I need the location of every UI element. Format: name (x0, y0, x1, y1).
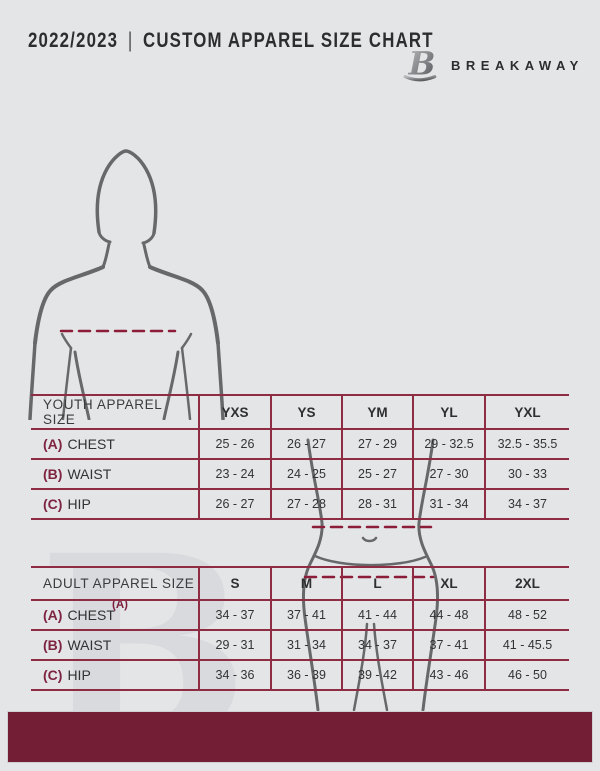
table-cell: 27 - 30 (412, 459, 485, 489)
table-cell: 29 - 31 (198, 630, 271, 660)
column-header: M (270, 567, 342, 600)
column-header: XL (412, 567, 485, 600)
table-row: (B) WAIST 29 - 31 31 - 34 34 - 37 37 - 41… (31, 630, 569, 660)
table-cell: 29 - 32.5 (412, 429, 485, 459)
column-header: YOUTH APPAREL SIZE (43, 397, 162, 427)
table-header-row: ADULT APPAREL SIZE S M L XL 2XL (31, 567, 569, 600)
table-cell: 34 - 37 (484, 489, 569, 519)
row-label-text: HIP (67, 667, 91, 683)
row-label-text: CHEST (67, 607, 115, 623)
row-header: (B) WAIST (31, 630, 199, 660)
row-label-text: WAIST (67, 637, 112, 653)
table-cell: 36 - 39 (270, 660, 342, 690)
row-header: (A) CHEST (31, 429, 199, 459)
column-header: YS (270, 395, 342, 429)
row-header: (C) HIP (31, 489, 199, 519)
title-separator: | (127, 29, 134, 52)
table-cell: 39 - 42 (341, 660, 413, 690)
table-cell: 25 - 27 (341, 459, 413, 489)
table-cell: 23 - 24 (198, 459, 271, 489)
table-cell: 30 - 33 (484, 459, 569, 489)
row-prefix: (C) (43, 496, 63, 512)
breakaway-monogram-icon: B (403, 46, 437, 83)
column-header: S (198, 567, 271, 600)
brand-name: BREAKAWAY (451, 57, 584, 73)
column-header: ADULT APPAREL SIZE (43, 576, 195, 591)
table-cell: 34 - 37 (198, 600, 271, 630)
table-cell: 27 - 28 (270, 489, 342, 519)
table-cell: 24 - 25 (270, 459, 342, 489)
table-cell: 37 - 41 (412, 630, 485, 660)
table-cell: 34 - 36 (198, 660, 271, 690)
table-cell: 32.5 - 35.5 (484, 429, 569, 459)
table-cell: 31 - 34 (412, 489, 485, 519)
column-header: L (341, 567, 413, 600)
chest-figure-illustration (5, 138, 240, 420)
row-label-text: CHEST (67, 436, 115, 452)
footer-bar (8, 712, 592, 762)
table-cell: 44 - 48 (412, 600, 485, 630)
column-header: YXS (198, 395, 271, 429)
table-cell: 25 - 26 (198, 429, 271, 459)
table-cell: 41 - 45.5 (484, 630, 569, 660)
table-cell: 48 - 52 (484, 600, 569, 630)
table-row: (C) HIP 34 - 36 36 - 39 39 - 42 43 - 46 4… (31, 660, 569, 690)
row-prefix: (C) (43, 667, 63, 683)
column-header: YL (412, 395, 485, 429)
row-prefix: (B) (43, 466, 63, 482)
table-cell: 26 - 27 (198, 489, 271, 519)
page-title: 2022/2023 | CUSTOM APPAREL SIZE CHART (28, 29, 508, 53)
column-header: YM (341, 395, 413, 429)
table-header-row: YOUTH APPAREL SIZE YXS YS YM YL YXL (31, 395, 569, 429)
table-cell: 41 - 44 (341, 600, 413, 630)
row-header: (A) CHEST (31, 600, 199, 630)
table-row: (A) CHEST 34 - 37 37 - 41 41 - 44 44 - 48… (31, 600, 569, 630)
table-cell: 46 - 50 (484, 660, 569, 690)
row-label-text: HIP (67, 496, 91, 512)
table-row: (C) HIP 26 - 27 27 - 28 28 - 31 31 - 34 3… (31, 489, 569, 519)
row-prefix: (B) (43, 637, 63, 653)
table-cell: 27 - 29 (341, 429, 413, 459)
youth-size-table: YOUTH APPAREL SIZE YXS YS YM YL YXL (A) C… (31, 394, 569, 520)
row-label-text: WAIST (67, 466, 112, 482)
title-text: CUSTOM APPAREL SIZE CHART (143, 29, 434, 52)
table-row: (A) CHEST 25 - 26 26 - 27 27 - 29 29 - 32… (31, 429, 569, 459)
row-prefix: (A) (43, 607, 63, 623)
title-year: 2022/2023 (28, 29, 119, 52)
table-cell: 37 - 41 (270, 600, 342, 630)
table-cell: 43 - 46 (412, 660, 485, 690)
table-cell: 26 - 27 (270, 429, 342, 459)
table-cell: 34 - 37 (341, 630, 413, 660)
row-prefix: (A) (43, 436, 63, 452)
adult-size-table: ADULT APPAREL SIZE S M L XL 2XL (A) CHEST… (31, 566, 569, 691)
column-header: 2XL (484, 567, 569, 600)
row-header: (C) HIP (31, 660, 199, 690)
table-cell: 28 - 31 (341, 489, 413, 519)
column-header: YXL (484, 395, 569, 429)
row-header: (B) WAIST (31, 459, 199, 489)
table-cell: 31 - 34 (270, 630, 342, 660)
diagram-label-chest: (A) (112, 599, 128, 611)
table-row: (B) WAIST 23 - 24 24 - 25 25 - 27 27 - 30… (31, 459, 569, 489)
brand-logo: B BREAKAWAY (402, 46, 600, 84)
